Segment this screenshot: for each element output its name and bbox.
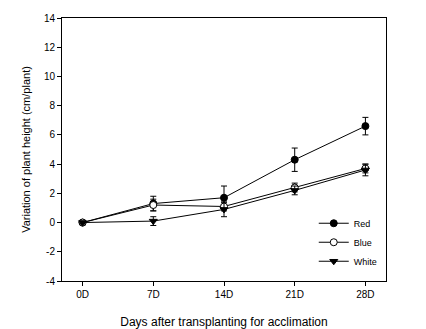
svg-text:White: White	[354, 257, 377, 267]
svg-text:7D: 7D	[147, 289, 160, 300]
svg-text:-4: -4	[46, 276, 55, 287]
svg-text:-2: -2	[46, 246, 55, 257]
svg-text:6: 6	[49, 129, 55, 140]
svg-text:21D: 21D	[286, 289, 304, 300]
svg-text:Blue: Blue	[354, 238, 372, 248]
svg-text:12: 12	[44, 42, 56, 53]
svg-text:4: 4	[49, 159, 55, 170]
svg-text:Variation of plant height (cm/: Variation of plant height (cm/plant)	[20, 66, 32, 233]
svg-text:10: 10	[44, 71, 56, 82]
svg-text:2: 2	[49, 188, 55, 199]
svg-text:14D: 14D	[215, 289, 233, 300]
svg-text:Red: Red	[354, 219, 371, 229]
svg-text:0D: 0D	[76, 289, 89, 300]
svg-text:0: 0	[49, 217, 55, 228]
svg-text:Days after transplanting for a: Days after transplanting for acclimation	[120, 315, 327, 329]
svg-text:28D: 28D	[356, 289, 374, 300]
svg-text:14: 14	[44, 13, 56, 24]
svg-text:8: 8	[49, 100, 55, 111]
